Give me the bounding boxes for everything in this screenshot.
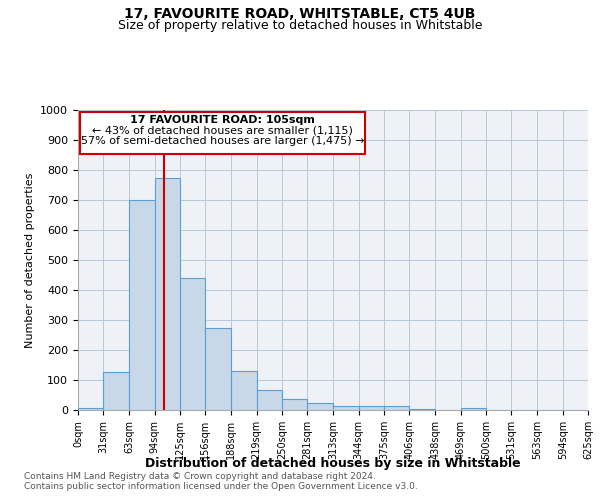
Bar [334, 406, 359, 410]
Bar [103, 372, 130, 410]
Bar [282, 398, 307, 410]
Bar [180, 278, 205, 410]
Text: 57% of semi-detached houses are larger (1,475) →: 57% of semi-detached houses are larger (… [80, 136, 364, 146]
Bar [409, 408, 436, 410]
Text: Distribution of detached houses by size in Whitstable: Distribution of detached houses by size … [145, 458, 521, 470]
Bar [232, 371, 257, 410]
FancyBboxPatch shape [80, 112, 365, 154]
Bar [461, 408, 486, 410]
Bar [257, 390, 282, 410]
Bar [384, 406, 409, 410]
Text: Size of property relative to detached houses in Whitstable: Size of property relative to detached ho… [118, 19, 482, 32]
Y-axis label: Number of detached properties: Number of detached properties [25, 172, 35, 348]
Bar [78, 408, 103, 410]
Text: Contains public sector information licensed under the Open Government Licence v3: Contains public sector information licen… [24, 482, 418, 491]
Text: 17, FAVOURITE ROAD, WHITSTABLE, CT5 4UB: 17, FAVOURITE ROAD, WHITSTABLE, CT5 4UB [124, 8, 476, 22]
Bar [155, 178, 180, 410]
Bar [307, 402, 334, 410]
Text: 17 FAVOURITE ROAD: 105sqm: 17 FAVOURITE ROAD: 105sqm [130, 115, 315, 125]
Text: Contains HM Land Registry data © Crown copyright and database right 2024.: Contains HM Land Registry data © Crown c… [24, 472, 376, 481]
Bar [205, 328, 232, 410]
Bar [130, 200, 155, 410]
Text: ← 43% of detached houses are smaller (1,115): ← 43% of detached houses are smaller (1,… [92, 126, 353, 136]
Bar [359, 406, 384, 410]
